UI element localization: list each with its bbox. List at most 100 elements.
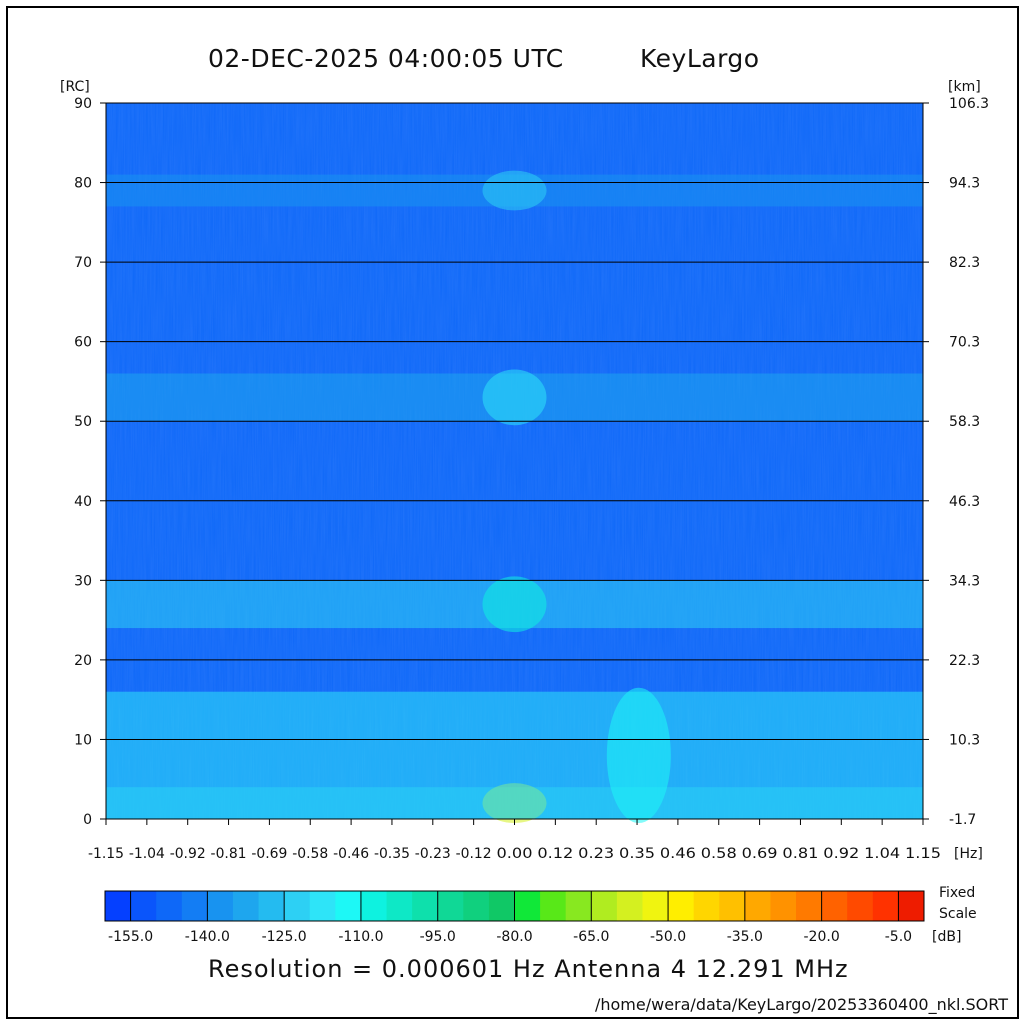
y-tick-label-left: 50 (74, 414, 92, 430)
colorbar-scale-label: Scale (939, 906, 977, 922)
colorbar-swatch (488, 891, 515, 921)
chart-title-timestamp: 02-DEC-2025 04:00:05 UTC (208, 44, 564, 73)
x-tick-label: -1.04 (129, 846, 165, 862)
x-tick-label: -0.12 (456, 846, 492, 862)
y-tick-label-right: 58.3 (949, 414, 980, 430)
echo-peak-1 (482, 369, 547, 426)
colorbar-swatch (540, 891, 567, 921)
y-tick-label-right: 46.3 (949, 494, 980, 510)
colorbar-swatch (719, 891, 746, 921)
colorbar-swatch (156, 891, 183, 921)
y-tick-label-right: 70.3 (949, 335, 980, 351)
colorbar-swatch (693, 891, 720, 921)
x-tick-label: -1.15 (88, 846, 124, 862)
resolution-antenna-frequency: Resolution = 0.000601 Hz Antenna 4 12.29… (208, 955, 849, 983)
y-tick-label-right: 82.3 (949, 255, 980, 271)
x-tick-label: -0.35 (374, 846, 410, 862)
x-tick-label: -0.81 (211, 846, 247, 862)
colorbar-unit-label: [dB] (932, 929, 961, 945)
y-axis-label-right: [km] (948, 79, 981, 95)
x-tick-label: -0.58 (292, 846, 328, 862)
y-tick-label-left: 10 (74, 732, 92, 748)
y-tick-label-right: 34.3 (949, 573, 980, 589)
x-tick-label: -0.23 (415, 846, 451, 862)
x-tick-label: 0.23 (578, 846, 614, 862)
colorbar-tick-label: -65.0 (573, 929, 609, 945)
x-tick-label: 0.12 (537, 846, 573, 862)
colorbar-tick-label: -125.0 (262, 929, 307, 945)
colorbar-swatch (847, 891, 874, 921)
figure-frame (6, 6, 1019, 1019)
colorbar-swatch (591, 891, 618, 921)
y-tick-label-left: 80 (74, 176, 92, 192)
x-tick-label: -0.92 (170, 846, 206, 862)
heatmap-plot (106, 103, 923, 823)
x-tick-label: 0.35 (619, 846, 655, 862)
colorbar-tick-label: -110.0 (338, 929, 383, 945)
colorbar-swatch (668, 891, 695, 921)
y-tick-label-left: 90 (74, 96, 92, 112)
y-tick-label-left: 30 (74, 573, 92, 589)
colorbar-swatch (181, 891, 208, 921)
echo-band-4 (106, 691, 923, 819)
x-tick-label: 1.15 (905, 846, 941, 862)
y-tick-label-right: -1.7 (949, 812, 976, 828)
x-tick-label: -0.46 (333, 846, 369, 862)
y-tick-label-left: 20 (74, 653, 92, 669)
x-tick-label: 1.04 (864, 846, 900, 862)
x-tick-label: 0.69 (742, 846, 778, 862)
colorbar-swatch (232, 891, 260, 921)
colorbar-tick-label: -50.0 (650, 929, 686, 945)
x-tick-label: 0.81 (782, 846, 818, 862)
y-tick-label-left: 70 (74, 255, 92, 271)
y-tick-label-right: 106.3 (949, 96, 989, 112)
colorbar-swatch (207, 891, 234, 921)
x-tick-label: 0.92 (823, 846, 859, 862)
colorbar-swatch (565, 891, 592, 921)
axes: 0 10 20 30 40 50 60 70 80 90 -1.7 10.3 22.3 34.3 46.3 5… (60, 79, 989, 862)
y-axis-label-left: [RC] (60, 79, 90, 95)
colorbar-swatch (770, 891, 797, 921)
colorbar-tick-label: -155.0 (108, 929, 153, 945)
chart-title-site: KeyLargo (640, 44, 760, 73)
colorbar: -155.0 -140.0 -125.0 -110.0 -95.0 -80.0 -65.0 -… (104, 885, 977, 945)
colorbar-swatch (463, 891, 490, 921)
x-tick-label: 0.58 (701, 846, 737, 862)
colorbar-tick-label: -35.0 (727, 929, 763, 945)
colorbar-swatch (335, 891, 362, 921)
y-tick-label-right: 10.3 (949, 732, 980, 748)
y-tick-label-left: 40 (74, 494, 92, 510)
colorbar-swatch (642, 891, 669, 921)
colorbar-swatch (105, 891, 132, 921)
echo-peak-0 (482, 576, 547, 633)
y-tick-label-right: 94.3 (949, 176, 980, 192)
colorbar-swatch (309, 891, 336, 921)
colorbar-swatch (616, 891, 643, 921)
colorbar-tick-label: -80.0 (496, 929, 532, 945)
colorbar-swatch (796, 891, 823, 921)
y-tick-label-right: 22.3 (949, 653, 980, 669)
x-tick-label: -0.69 (251, 846, 287, 862)
colorbar-swatch (258, 891, 285, 921)
colorbar-swatch (412, 891, 439, 921)
colorbar-swatch (821, 891, 848, 921)
echo-peak-2 (482, 170, 547, 211)
colorbar-tick-label: -140.0 (185, 929, 230, 945)
colorbar-swatch (514, 891, 541, 921)
colorbar-fixed-label: Fixed (939, 885, 975, 901)
x-tick-label: 0.00 (497, 846, 533, 862)
colorbar-tick-label: -5.0 (885, 929, 912, 945)
colorbar-swatch (386, 891, 413, 921)
file-path: /home/wera/data/KeyLargo/20253360400_nkl… (594, 995, 1008, 1014)
colorbar-swatch (284, 891, 311, 921)
colorbar-tick-label: -20.0 (804, 929, 840, 945)
echo-peak-4 (606, 687, 671, 823)
colorbar-swatch (360, 891, 388, 921)
y-tick-label-left: 60 (74, 335, 92, 351)
colorbar-swatch (898, 891, 925, 921)
x-tick-label: 0.46 (660, 846, 696, 862)
colorbar-swatch (130, 891, 157, 921)
colorbar-swatch (744, 891, 771, 921)
y-tick-label-left: 0 (83, 812, 92, 828)
